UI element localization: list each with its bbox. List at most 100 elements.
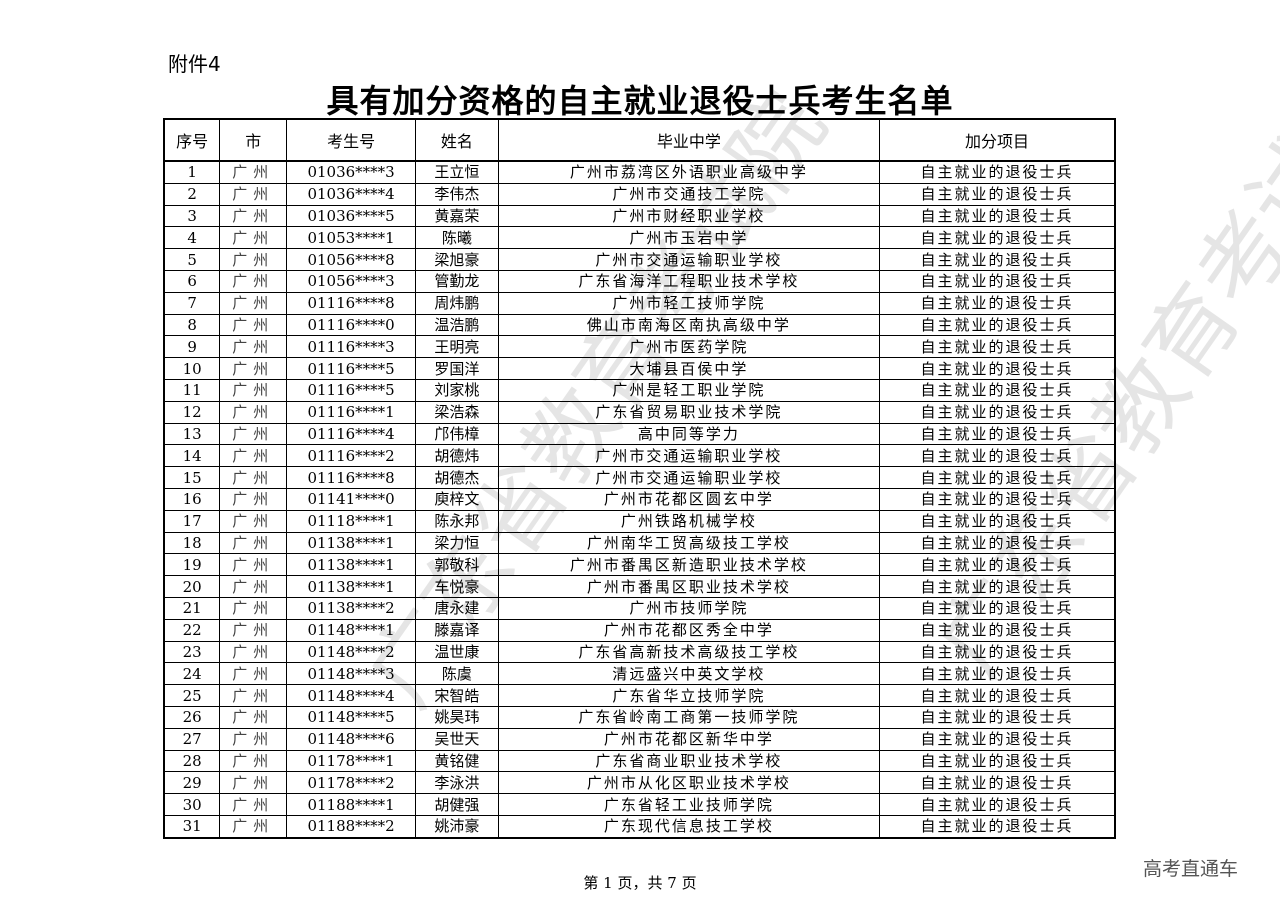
attachment-label: 附件4 xyxy=(168,52,221,76)
school-cell: 广东现代信息技工学校 xyxy=(497,814,880,839)
seq-cell: 30 xyxy=(163,793,221,816)
city-cell: 广州 xyxy=(219,444,288,468)
table-row: 23 广州 01148****2 温世康 广东省高新技术高级技工学校 自主就业的退役士兵 xyxy=(163,640,1116,664)
bonus-cell: 自主就业的退役士兵 xyxy=(878,160,1116,184)
school-cell: 广州市从化区职业技术学校 xyxy=(497,771,880,795)
bonus-cell: 自主就业的退役士兵 xyxy=(878,335,1116,359)
seq-cell: 14 xyxy=(163,444,221,468)
name-cell: 郭敬科 xyxy=(414,553,499,577)
name-cell: 吴世天 xyxy=(414,727,499,751)
seq-cell: 27 xyxy=(163,727,221,751)
bonus-cell: 自主就业的退役士兵 xyxy=(878,313,1116,337)
school-cell: 清远盛兴中英文学校 xyxy=(497,662,880,686)
name-cell: 刘家桃 xyxy=(414,378,499,402)
city-cell: 广州 xyxy=(219,684,288,707)
name-cell: 梁旭豪 xyxy=(414,248,499,271)
school-cell: 广州市技师学院 xyxy=(497,596,880,620)
exam-no-cell: 01178****1 xyxy=(286,749,416,773)
name-cell: 车悦豪 xyxy=(414,575,499,598)
exam-no-cell: 01056****8 xyxy=(286,248,416,271)
school-cell: 广东省海洋工程职业技术学校 xyxy=(497,269,880,293)
bonus-cell: 自主就业的退役士兵 xyxy=(878,640,1116,664)
bonus-cell: 自主就业的退役士兵 xyxy=(878,531,1116,555)
school-cell: 广州市花都区圆玄中学 xyxy=(497,487,880,511)
school-cell: 高中同等学力 xyxy=(497,422,880,446)
table-row: 2 广州 01036****4 李伟杰 广州市交通技工学院 自主就业的退役士兵 xyxy=(163,182,1116,206)
school-cell: 广州市玉岩中学 xyxy=(497,226,880,250)
exam-no-cell: 01188****2 xyxy=(286,814,416,839)
name-cell: 李伟杰 xyxy=(414,182,499,206)
city-cell: 广州 xyxy=(219,204,288,228)
exam-no-cell: 01148****6 xyxy=(286,727,416,751)
name-cell: 陈永邦 xyxy=(414,509,499,533)
city-cell: 广州 xyxy=(219,357,288,380)
bonus-cell: 自主就业的退役士兵 xyxy=(878,749,1116,773)
page-number: 第 1 页，共 7 页 xyxy=(583,874,697,892)
exam-no-cell: 01138****1 xyxy=(286,575,416,598)
seq-cell: 29 xyxy=(163,771,221,795)
school-cell: 广东省商业职业技术学校 xyxy=(497,749,880,773)
seq-cell: 13 xyxy=(163,422,221,446)
school-cell: 广州市交通技工学院 xyxy=(497,182,880,206)
name-cell: 温世康 xyxy=(414,640,499,664)
seq-cell: 25 xyxy=(163,684,221,707)
school-cell: 广州市交通运输职业学校 xyxy=(497,444,880,468)
name-cell: 滕嘉译 xyxy=(414,618,499,642)
name-cell: 王明亮 xyxy=(414,335,499,359)
exam-no-cell: 01118****1 xyxy=(286,509,416,533)
name-cell: 黄嘉荣 xyxy=(414,204,499,228)
city-cell: 广州 xyxy=(219,727,288,751)
school-cell: 广东省华立技师学院 xyxy=(497,684,880,707)
name-cell: 姚昊玮 xyxy=(414,705,499,729)
name-cell: 王立恒 xyxy=(414,160,499,184)
city-cell: 广州 xyxy=(219,771,288,795)
table-row: 16 广州 01141****0 庾梓文 广州市花都区圆玄中学 自主就业的退役士兵 xyxy=(163,487,1116,511)
table-row: 27 广州 01148****6 吴世天 广州市花都区新华中学 自主就业的退役士兵 xyxy=(163,727,1116,751)
bonus-cell: 自主就业的退役士兵 xyxy=(878,509,1116,533)
city-cell: 广州 xyxy=(219,248,288,271)
school-cell: 广州市交通运输职业学校 xyxy=(497,248,880,271)
seq-cell: 20 xyxy=(163,575,221,598)
brand-watermark: 高考直通车 xyxy=(1143,858,1239,880)
bonus-cell: 自主就业的退役士兵 xyxy=(878,684,1116,707)
bonus-cell: 自主就业的退役士兵 xyxy=(878,204,1116,228)
school-cell: 广州是轻工职业学院 xyxy=(497,378,880,402)
bonus-cell: 自主就业的退役士兵 xyxy=(878,248,1116,271)
seq-cell: 11 xyxy=(163,378,221,402)
school-cell: 大埔县百侯中学 xyxy=(497,357,880,380)
name-cell: 梁力恒 xyxy=(414,531,499,555)
name-cell: 唐永建 xyxy=(414,596,499,620)
exam-no-cell: 01116****5 xyxy=(286,378,416,402)
table-row: 11 广州 01116****5 刘家桃 广州是轻工职业学院 自主就业的退役士兵 xyxy=(163,378,1116,402)
table-row: 7 广州 01116****8 周炜鹏 广州市轻工技师学院 自主就业的退役士兵 xyxy=(163,291,1116,315)
name-cell: 胡德炜 xyxy=(414,444,499,468)
city-cell: 广州 xyxy=(219,422,288,446)
city-cell: 广州 xyxy=(219,531,288,555)
name-cell: 宋智皓 xyxy=(414,684,499,707)
bonus-cell: 自主就业的退役士兵 xyxy=(878,727,1116,751)
bonus-cell: 自主就业的退役士兵 xyxy=(878,269,1116,293)
table-row: 21 广州 01138****2 唐永建 广州市技师学院 自主就业的退役士兵 xyxy=(163,596,1116,620)
city-cell: 广州 xyxy=(219,705,288,729)
city-cell: 广州 xyxy=(219,226,288,250)
school-cell: 广州市财经职业学校 xyxy=(497,204,880,228)
seq-cell: 19 xyxy=(163,553,221,577)
bonus-cell: 自主就业的退役士兵 xyxy=(878,814,1116,839)
seq-cell: 12 xyxy=(163,400,221,424)
bonus-cell: 自主就业的退役士兵 xyxy=(878,705,1116,729)
city-cell: 广州 xyxy=(219,793,288,816)
seq-cell: 1 xyxy=(163,160,221,184)
table-header-row: 序号 市 考生号 姓名 毕业中学 加分项目 xyxy=(163,118,1116,162)
city-cell: 广州 xyxy=(219,400,288,424)
exam-no-cell: 01148****4 xyxy=(286,684,416,707)
bonus-cell: 自主就业的退役士兵 xyxy=(878,444,1116,468)
name-cell: 管勤龙 xyxy=(414,269,499,293)
seq-cell: 23 xyxy=(163,640,221,664)
table-row: 30 广州 01188****1 胡健强 广东省轻工业技师学院 自主就业的退役士兵 xyxy=(163,793,1116,816)
name-cell: 温浩鹏 xyxy=(414,313,499,337)
exam-no-cell: 01138****2 xyxy=(286,596,416,620)
name-cell: 陈曦 xyxy=(414,226,499,250)
bonus-cell: 自主就业的退役士兵 xyxy=(878,422,1116,446)
school-cell: 广州铁路机械学校 xyxy=(497,509,880,533)
table-row: 5 广州 01056****8 梁旭豪 广州市交通运输职业学校 自主就业的退役士兵 xyxy=(163,248,1116,271)
